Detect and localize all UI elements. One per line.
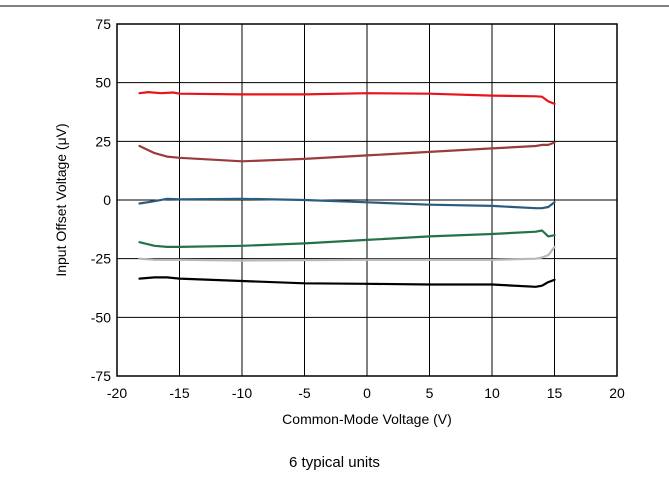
series-line-2: [138, 141, 556, 163]
x-tick-label: 5: [426, 385, 434, 401]
y-tick-label: 0: [103, 192, 111, 208]
y-tick-label: 50: [95, 75, 111, 91]
series-line-5: [138, 245, 556, 262]
x-tick-label: 15: [547, 385, 563, 401]
y-tick-label: 25: [95, 133, 111, 149]
x-tick-label: 0: [363, 385, 371, 401]
x-tick-label: -15: [169, 385, 189, 401]
plot-frame: [116, 23, 618, 377]
x-tick-label: -10: [232, 385, 252, 401]
series-group: [138, 90, 556, 288]
y-tick-label: 75: [95, 16, 111, 32]
y-tick-label: -25: [91, 251, 111, 267]
chart-caption: 6 typical units: [289, 454, 380, 471]
y-tick-label: -50: [91, 309, 111, 325]
x-tick-labels: -20 -15 -10 -5 0 5 10 15 20: [107, 385, 625, 401]
series-line-1: [138, 90, 556, 105]
x-tick-label: -5: [298, 385, 311, 401]
series-line-4: [138, 229, 556, 248]
series-line-6: [138, 276, 556, 288]
x-axis-title: Common-Mode Voltage (V): [282, 411, 452, 427]
y-tick-label: -75: [91, 368, 111, 384]
x-tick-label: 10: [484, 385, 500, 401]
y-tick-labels: -75 -50 -25 0 25 50 75: [91, 16, 111, 384]
series-line-3: [138, 197, 556, 210]
x-tick-label: -20: [107, 385, 127, 401]
x-tick-label: 20: [609, 385, 625, 401]
y-axis-title: Input Offset Voltage (μV): [53, 123, 69, 276]
